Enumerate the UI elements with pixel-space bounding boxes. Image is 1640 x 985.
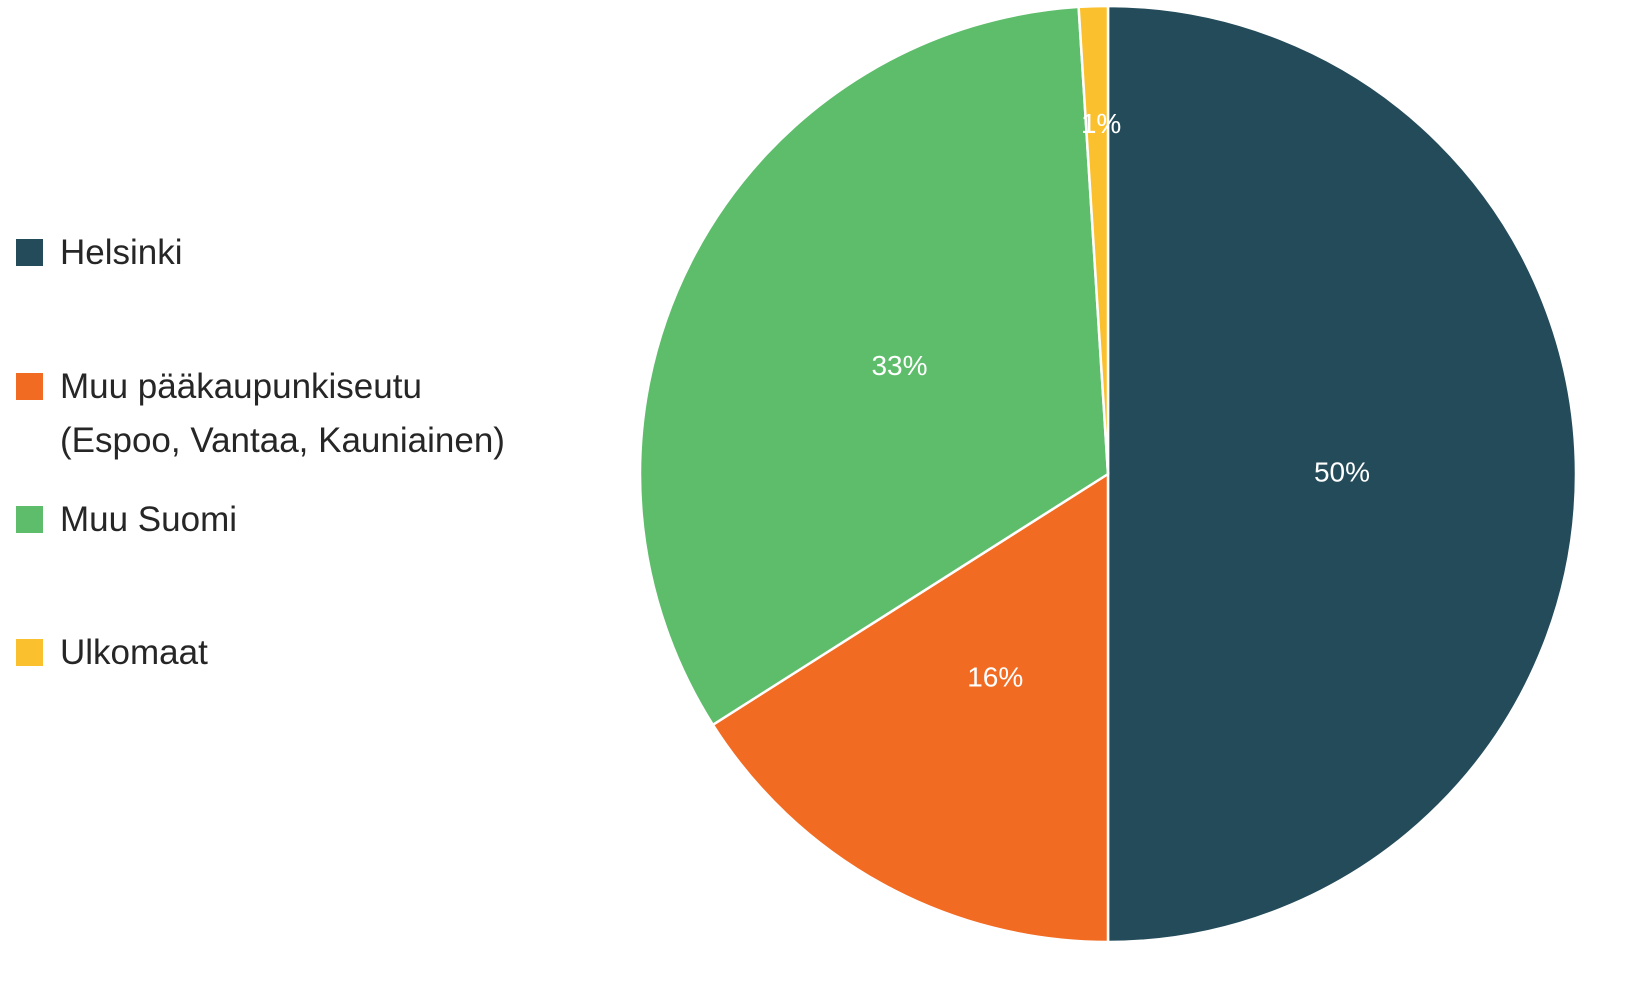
legend-item: Muu Suomi: [16, 499, 237, 547]
legend-label: Helsinki: [60, 233, 183, 272]
legend: Helsinki Muu pääkaupunkiseutu (Espoo, Van…: [16, 0, 636, 985]
legend-item: Muu pääkaupunkiseutu (Espoo, Vantaa, Kau…: [16, 366, 505, 468]
pie-slice: [638, 5, 1110, 727]
legend-swatch: [16, 506, 43, 533]
legend-item: Ulkomaat: [16, 632, 208, 680]
legend-swatch: [16, 639, 43, 666]
data-label: 1%: [1081, 108, 1121, 139]
legend-label: Ulkomaat: [60, 633, 208, 672]
legend-label: Muu pääkaupunkiseutu (Espoo, Vantaa, Kau…: [60, 367, 505, 460]
legend-swatch: [16, 373, 43, 400]
data-label: 50%: [1314, 456, 1370, 487]
legend-label: Muu Suomi: [60, 500, 238, 539]
pie-slice: [711, 471, 1110, 944]
data-label: 16%: [967, 661, 1023, 692]
legend-swatch: [16, 239, 43, 266]
legend-item: Helsinki: [16, 232, 183, 280]
data-label: 33%: [871, 350, 927, 381]
pie-slice: [1106, 4, 1578, 944]
pie-slice: [1077, 4, 1110, 475]
